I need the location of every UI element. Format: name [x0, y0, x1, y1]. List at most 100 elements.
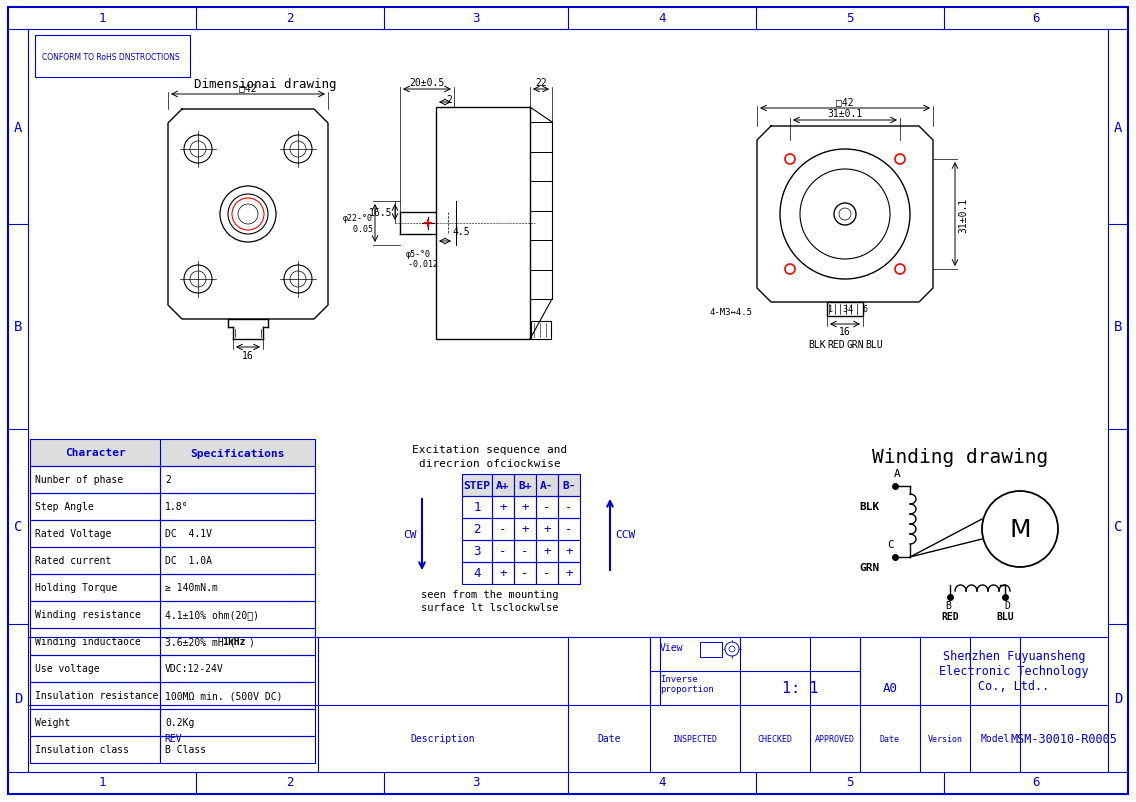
Text: Dimensionai drawing: Dimensionai drawing [194, 78, 336, 91]
Text: 1: 1 [474, 501, 481, 514]
Text: -: - [499, 523, 507, 536]
Text: INSPECTED: INSPECTED [673, 734, 718, 743]
Text: B Class: B Class [165, 744, 206, 755]
Bar [160, 493, 315, 520]
Bar [30, 736, 160, 763]
Bar [160, 602, 315, 628]
Text: seen from the mounting: seen from the mounting [421, 589, 559, 599]
Text: Winding inductaoce: Winding inductaoce [35, 637, 141, 646]
Text: BLU: BLU [996, 611, 1013, 622]
Text: 1.8°: 1.8° [165, 502, 189, 512]
Text: surface lt lsclockwlse: surface lt lsclockwlse [421, 602, 559, 612]
Circle shape [284, 136, 312, 164]
Bar [700, 642, 722, 657]
Bar [30, 709, 160, 736]
Circle shape [190, 142, 206, 158]
Text: -: - [499, 545, 507, 558]
Circle shape [725, 642, 740, 656]
Text: 4: 4 [658, 13, 666, 26]
Bar [160, 736, 315, 763]
Text: Excitation sequence and: Excitation sequence and [412, 444, 568, 455]
Text: 1: 1 [98, 13, 106, 26]
Text: -: - [543, 501, 551, 514]
Text: A+: A+ [496, 480, 510, 490]
Text: CONFORM TO RoHS DNSTROCTIONS: CONFORM TO RoHS DNSTROCTIONS [42, 52, 179, 62]
Text: 16: 16 [242, 350, 253, 361]
Text: 2: 2 [474, 523, 481, 536]
Circle shape [220, 187, 276, 243]
Text: D: D [14, 691, 23, 705]
Text: C: C [1113, 520, 1122, 533]
Text: RED: RED [827, 339, 845, 350]
Text: A: A [894, 468, 901, 479]
Text: Insulation resistance: Insulation resistance [35, 691, 158, 701]
Text: Winding drawing: Winding drawing [871, 448, 1049, 467]
Text: □42: □42 [836, 97, 854, 107]
Circle shape [785, 155, 795, 164]
Text: +: + [543, 545, 551, 558]
Bar [30, 655, 160, 683]
Bar [492, 518, 513, 541]
Bar [536, 541, 558, 562]
Text: APPROVED: APPROVED [815, 734, 855, 743]
Circle shape [228, 195, 268, 235]
Bar [536, 496, 558, 518]
Text: View: View [660, 642, 684, 652]
Bar [35, 36, 190, 78]
Bar [492, 496, 513, 518]
Circle shape [982, 492, 1058, 567]
Text: +: + [521, 501, 528, 514]
Text: Insulation class: Insulation class [35, 744, 130, 755]
Text: 0.2Kg: 0.2Kg [165, 718, 194, 727]
Bar [30, 574, 160, 602]
Bar [30, 547, 160, 574]
Text: ): ) [249, 637, 254, 646]
Bar [492, 541, 513, 562]
Circle shape [290, 272, 306, 288]
Circle shape [232, 199, 264, 231]
Circle shape [290, 142, 306, 158]
Text: Date: Date [880, 734, 900, 743]
Text: +: + [499, 567, 507, 580]
Text: BLK: BLK [860, 501, 880, 512]
Bar [30, 439, 315, 467]
Text: ≥ 140mN.m: ≥ 140mN.m [165, 583, 218, 593]
Text: M: M [1009, 517, 1030, 541]
Bar [513, 475, 536, 496]
Text: GRN: GRN [846, 339, 863, 350]
Text: +: + [566, 567, 573, 580]
Text: GRN: GRN [860, 562, 880, 573]
Text: -: - [521, 567, 528, 580]
Text: 31±0.1: 31±0.1 [827, 109, 862, 119]
Circle shape [895, 265, 905, 274]
Text: STEP: STEP [463, 480, 491, 490]
Bar [30, 683, 160, 709]
Text: 16: 16 [840, 326, 851, 337]
Bar [536, 518, 558, 541]
Circle shape [800, 170, 889, 260]
Circle shape [840, 209, 851, 221]
Text: Rated Voltage: Rated Voltage [35, 529, 111, 539]
Bar [160, 683, 315, 709]
Text: φ22-°0
    0.05: φ22-°0 0.05 [333, 214, 373, 233]
Bar [160, 655, 315, 683]
Text: A-: A- [541, 480, 553, 490]
Text: B+: B+ [518, 480, 532, 490]
Text: Weight: Weight [35, 718, 70, 727]
Bar [462, 562, 492, 585]
Bar [513, 518, 536, 541]
Circle shape [895, 155, 905, 164]
Text: 4: 4 [474, 567, 481, 580]
Text: Nunber of phase: Nunber of phase [35, 475, 123, 485]
Text: 1: 1 [98, 776, 106, 788]
Bar [462, 541, 492, 562]
Text: Inverse
proportion: Inverse proportion [660, 674, 713, 694]
Text: -: - [566, 501, 573, 514]
Text: +: + [499, 501, 507, 514]
Text: Step Angle: Step Angle [35, 502, 94, 512]
Text: D: D [1113, 691, 1122, 705]
Circle shape [785, 265, 795, 274]
Text: 1: 1: 1: 1 [782, 681, 818, 695]
Text: RED: RED [942, 611, 959, 622]
Text: A0: A0 [883, 682, 897, 695]
